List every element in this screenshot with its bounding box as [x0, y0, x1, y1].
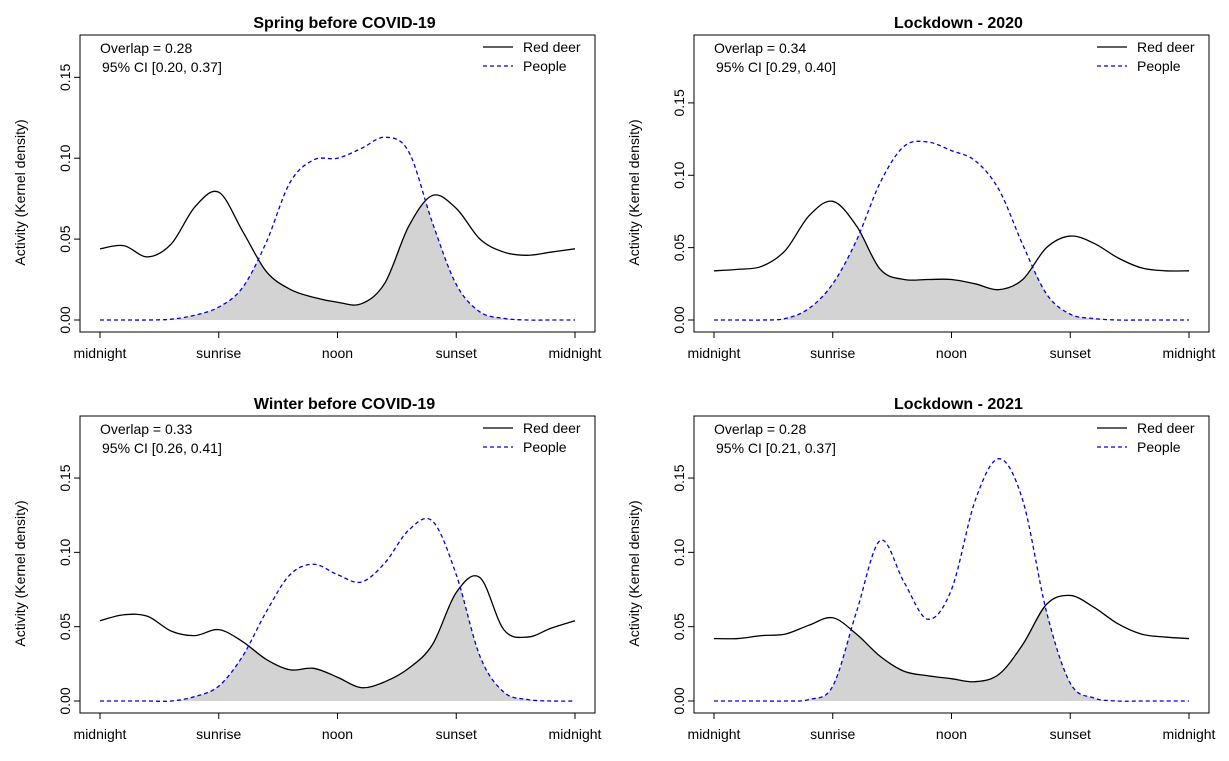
overlap-annotation: Overlap = 0.34 — [714, 40, 806, 56]
chart-panel-lockdown-2021: Lockdown - 2021 0.00 0.05 0.10 0.15 Activity … — [614, 381, 1228, 761]
y-tick-label: 0.00 — [57, 306, 73, 333]
x-tick-label: sunset — [436, 726, 477, 742]
overlap-area — [714, 607, 1189, 701]
y-tick-label: 0.10 — [57, 539, 73, 566]
y-tick-label: 0.15 — [57, 464, 73, 491]
y-tick-label: 0.15 — [57, 64, 73, 91]
legend-label: Red deer — [1137, 39, 1195, 55]
x-tick-label: sunset — [1050, 726, 1091, 742]
legend-label: People — [523, 58, 567, 74]
y-tick-label: 0.00 — [671, 687, 687, 714]
overlap-annotation: Overlap = 0.33 — [100, 421, 192, 437]
y-tick-label: 0.00 — [57, 687, 73, 714]
y-tick-label: 0.15 — [671, 89, 687, 116]
x-tick-label: midnight — [1163, 345, 1216, 361]
legend-label: Red deer — [523, 39, 581, 55]
chart-panel-spring-before-covid: Spring before COVID-19 0.00 0.05 0.10 0.15 Ac… — [0, 0, 614, 380]
x-tick-label: noon — [936, 726, 967, 742]
chart-svg: Spring before COVID-19 0.00 0.05 0.10 0.15 Ac… — [12, 15, 602, 361]
chart-title: Spring before COVID-19 — [253, 15, 435, 32]
overlap-area — [100, 200, 575, 320]
chart-svg: Winter before COVID-19 0.00 0.05 0.10 0.15 Ac… — [12, 396, 602, 742]
y-tick-label: 0.05 — [57, 225, 73, 252]
x-tick-label: noon — [322, 345, 353, 361]
series-line-people — [713, 458, 1189, 702]
y-axis-label: Activity (Kernel density) — [12, 500, 28, 646]
chart-panel-lockdown-2020: Lockdown - 2020 0.00 0.05 0.10 0.15 Activity … — [614, 0, 1228, 380]
x-tick-label: sunset — [1050, 345, 1091, 361]
y-tick-label: 0.10 — [57, 144, 73, 171]
chart-title: Winter before COVID-19 — [254, 396, 435, 413]
y-tick-label: 0.10 — [671, 539, 687, 566]
y-tick-label: 0.05 — [671, 234, 687, 261]
plot-frame — [693, 415, 1210, 714]
series-line-people — [99, 517, 576, 702]
y-tick-label: 0.05 — [671, 613, 687, 640]
ci-annotation: 95% CI [0.20, 0.37] — [102, 59, 222, 75]
y-axis-label: Activity (Kernel density) — [626, 119, 642, 265]
legend-label: People — [523, 439, 567, 455]
legend-label: Red deer — [1137, 420, 1195, 436]
x-tick-label: sunrise — [810, 726, 855, 742]
legend-label: People — [1137, 439, 1181, 455]
chart-panel-winter-before-covid: Winter before COVID-19 0.00 0.05 0.10 0.15 Ac… — [0, 381, 614, 761]
x-tick-label: noon — [322, 726, 353, 742]
y-tick-label: 0.10 — [671, 161, 687, 188]
plot-frame — [79, 34, 596, 333]
x-tick-label: sunrise — [810, 345, 855, 361]
x-tick-label: midnight — [549, 726, 602, 742]
y-tick-label: 0.15 — [671, 464, 687, 491]
series-line-people — [99, 136, 575, 321]
series-line-red-deer — [99, 575, 576, 689]
plot-frame — [79, 415, 596, 714]
x-tick-label: midnight — [74, 726, 127, 742]
chart-svg: Lockdown - 2021 0.00 0.05 0.10 0.15 Activity … — [626, 396, 1216, 742]
series-line-red-deer — [713, 200, 1190, 291]
overlap-annotation: Overlap = 0.28 — [100, 40, 192, 56]
overlap-area — [714, 233, 1189, 320]
x-tick-label: midnight — [1163, 726, 1216, 742]
chart-title: Lockdown - 2020 — [894, 15, 1023, 32]
ci-annotation: 95% CI [0.21, 0.37] — [716, 440, 836, 456]
y-axis-label: Activity (Kernel density) — [12, 119, 28, 265]
overlap-annotation: Overlap = 0.28 — [714, 421, 806, 437]
overlap-area — [100, 589, 575, 701]
chart-title: Lockdown - 2021 — [894, 396, 1023, 413]
y-tick-label: 0.00 — [671, 306, 687, 333]
x-tick-label: midnight — [549, 345, 602, 361]
legend-label: Red deer — [523, 420, 581, 436]
ci-annotation: 95% CI [0.29, 0.40] — [716, 59, 836, 75]
ci-annotation: 95% CI [0.26, 0.41] — [102, 440, 222, 456]
series-line-red-deer — [713, 594, 1190, 683]
x-tick-label: sunrise — [196, 345, 241, 361]
legend-label: People — [1137, 58, 1181, 74]
x-tick-label: sunrise — [196, 726, 241, 742]
y-tick-label: 0.05 — [57, 613, 73, 640]
series-line-people — [713, 140, 1189, 321]
x-tick-label: midnight — [688, 345, 741, 361]
series-line-red-deer — [99, 190, 576, 306]
x-tick-label: noon — [936, 345, 967, 361]
x-tick-label: midnight — [74, 345, 127, 361]
x-tick-label: sunset — [436, 345, 477, 361]
x-tick-label: midnight — [688, 726, 741, 742]
chart-svg: Lockdown - 2020 0.00 0.05 0.10 0.15 Activity … — [626, 15, 1216, 361]
y-axis-label: Activity (Kernel density) — [626, 500, 642, 646]
